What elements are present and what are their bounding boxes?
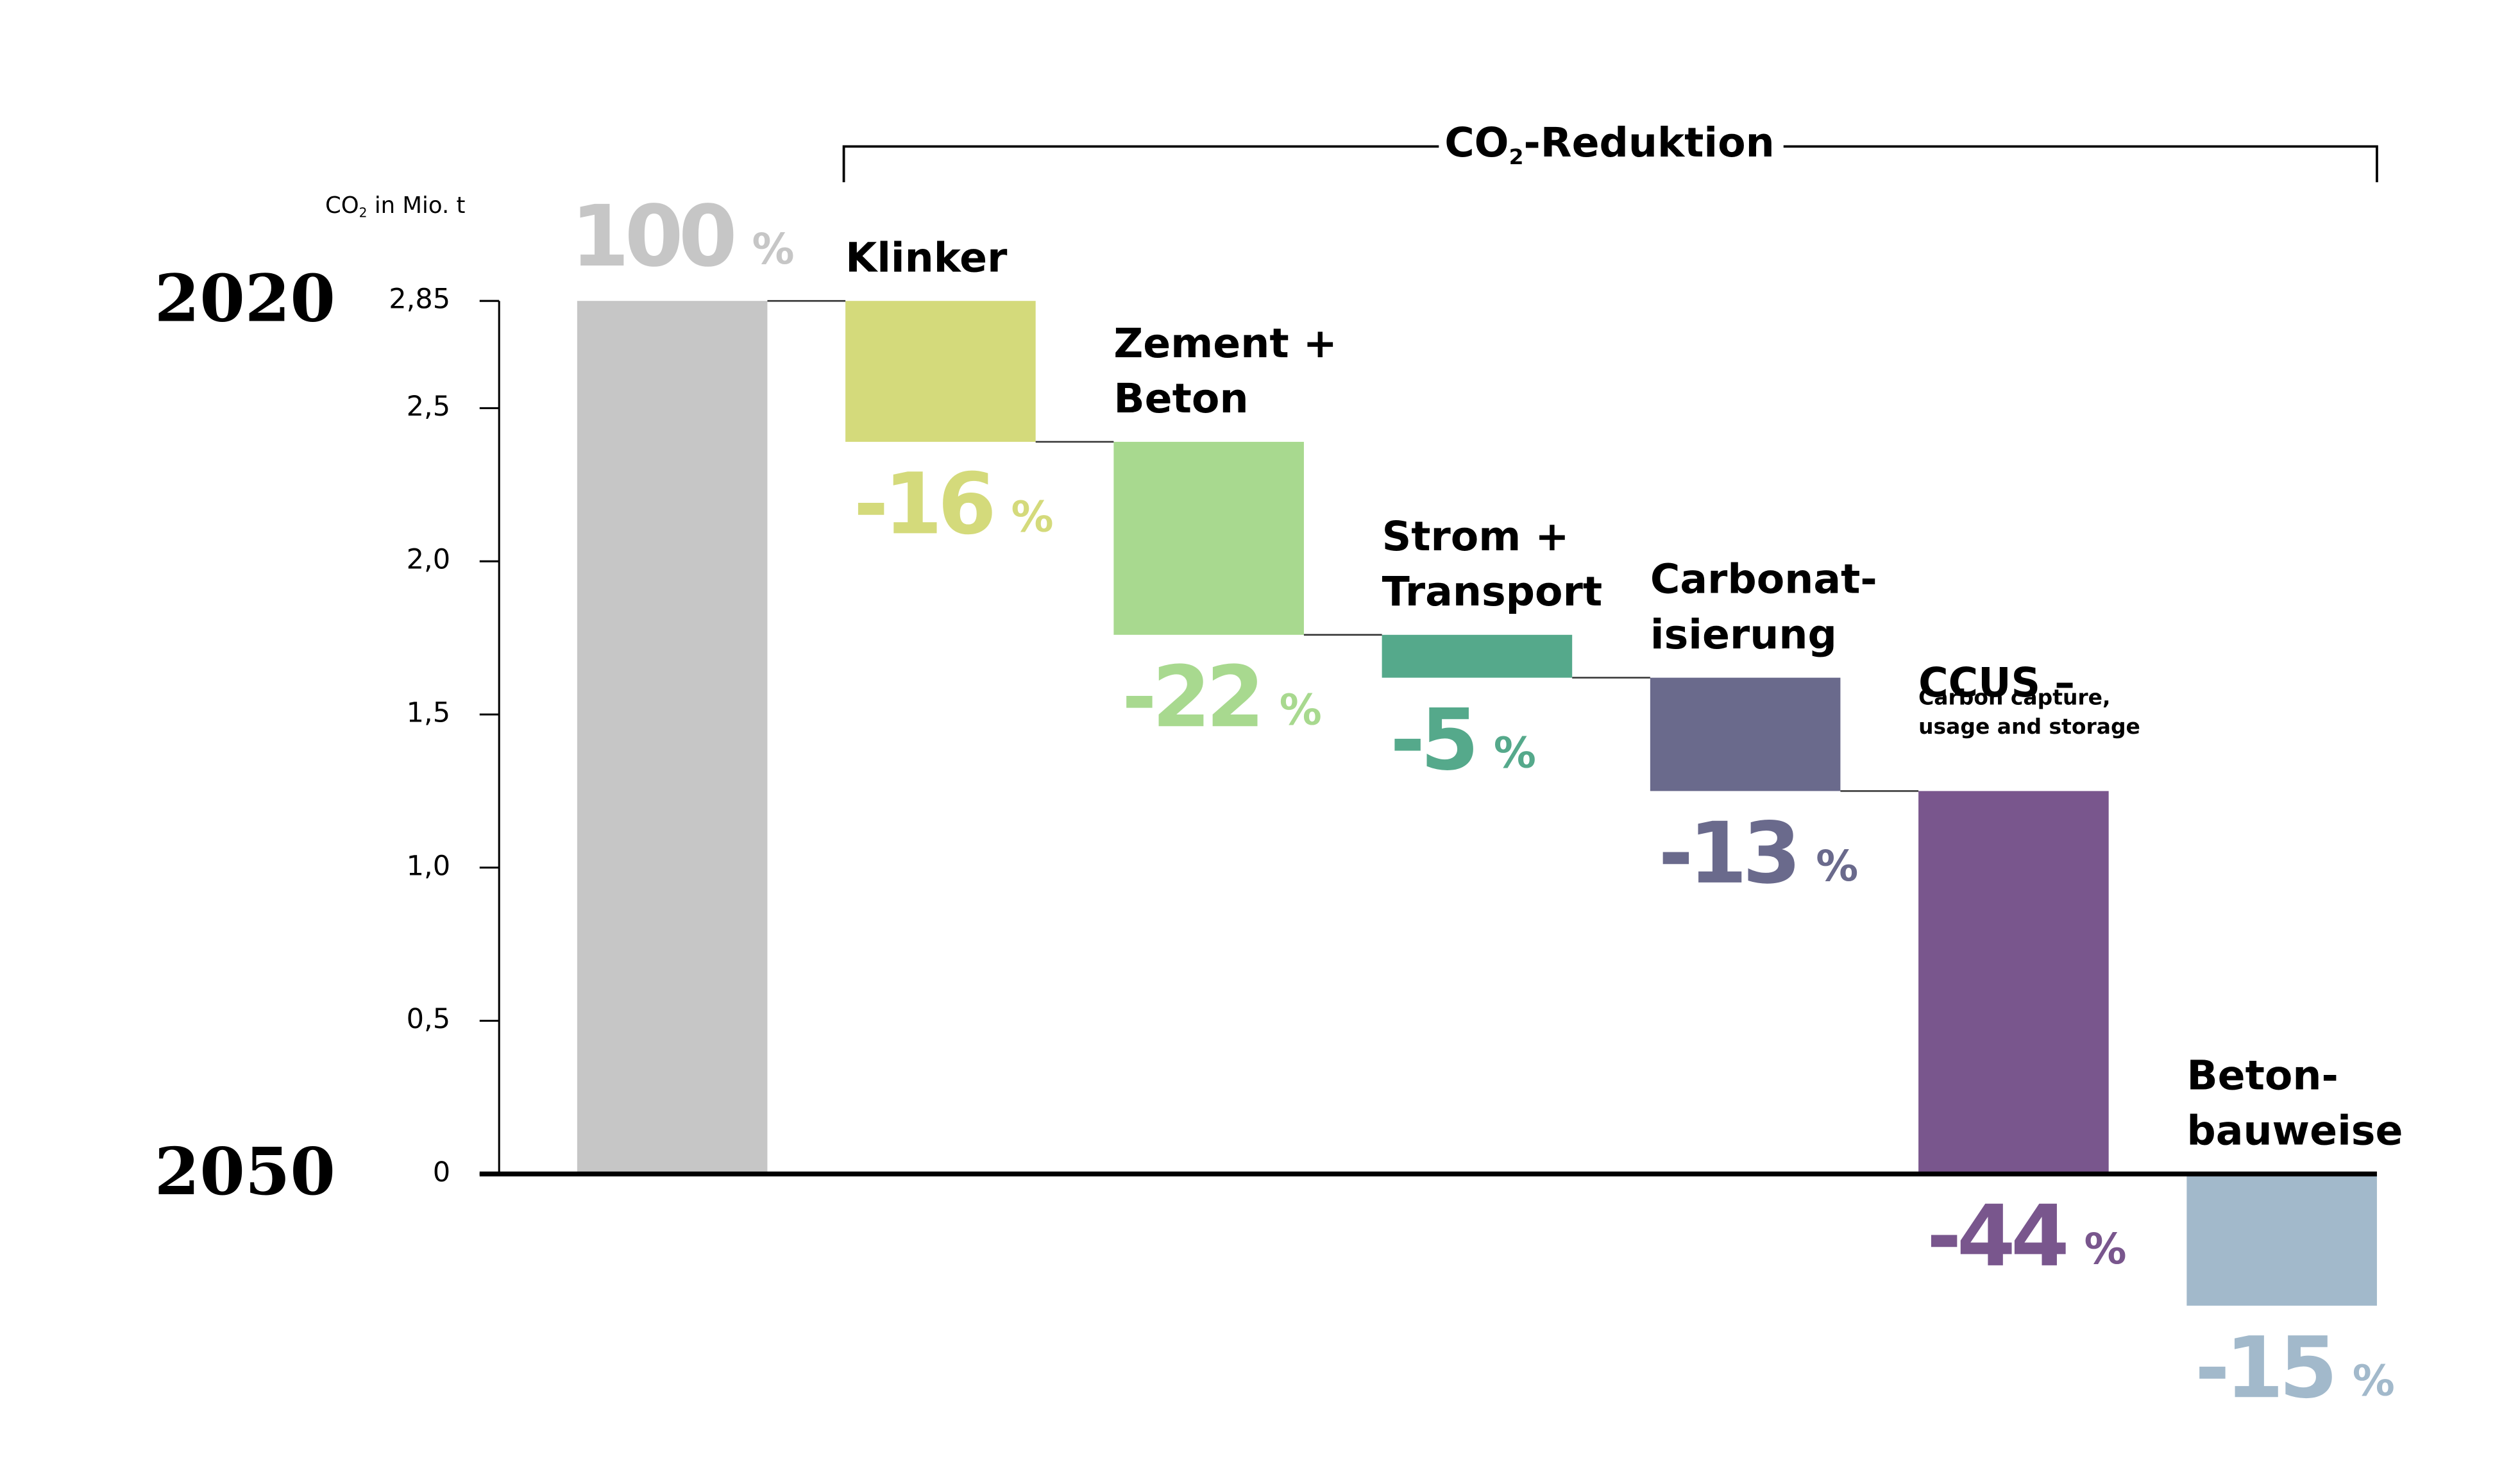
percent-label: -22%	[1122, 648, 1322, 747]
bar	[1382, 634, 1573, 678]
bar	[577, 301, 768, 1174]
percent-unit: %	[752, 224, 794, 274]
title-subscript: 2	[1509, 144, 1524, 169]
y-tick-label: 0	[433, 1156, 450, 1188]
category-label: Transport	[1382, 568, 1603, 615]
title-part: CO	[1444, 118, 1509, 165]
y-tick-label: 1,5	[407, 697, 451, 729]
percent-label: -44%	[1927, 1188, 2127, 1286]
percent-value: -44	[1927, 1188, 2066, 1286]
y-tick-label: 0,5	[407, 1003, 451, 1035]
category-label: Beton-	[2186, 1051, 2338, 1099]
percent-label: 100%	[571, 188, 795, 286]
percent-value: -5	[1390, 691, 1474, 790]
category-label: bauweise	[2186, 1107, 2403, 1154]
bar	[2186, 1174, 2377, 1306]
label-subscript: 2	[359, 205, 368, 220]
bar	[845, 301, 1036, 442]
percent-label: -13%	[1659, 805, 1859, 903]
percent-label: -15%	[2195, 1319, 2395, 1417]
percent-unit: %	[1011, 493, 1054, 542]
title-part: -Reduktion	[1523, 118, 1774, 165]
label-part: in Mio. t	[368, 192, 466, 219]
percent-value: -15	[2195, 1319, 2333, 1417]
percent-label: -16%	[854, 455, 1054, 553]
percent-value: -13	[1659, 805, 1797, 903]
category-label: Carbonat-	[1650, 555, 1877, 603]
category-label: CCUS –	[1918, 659, 2075, 706]
year-label: 2050	[155, 1133, 335, 1210]
chart-title: CO2-Reduktion	[1444, 118, 1775, 169]
category-note: Carbon capture,	[1918, 684, 2110, 709]
percent-value: -22	[1122, 648, 1260, 747]
bracket	[842, 145, 2378, 183]
bar	[1113, 441, 1304, 635]
category-label: Strom +	[1382, 512, 1569, 560]
percent-unit: %	[1816, 841, 1858, 891]
category-label: isierung	[1650, 611, 1837, 658]
category-label: Beton	[1113, 375, 1248, 422]
bar	[1918, 791, 2109, 1174]
y-axis-label: CO2 in Mio. t	[325, 192, 466, 220]
bar	[1650, 677, 1841, 791]
percent-unit: %	[1280, 686, 1322, 735]
year-label: 2020	[155, 260, 335, 337]
percent-label: -5%	[1390, 691, 1536, 790]
category-label: Klinker	[845, 233, 1008, 281]
y-tick-label: 2,0	[407, 544, 451, 576]
percent-unit: %	[1494, 728, 1536, 777]
percent-value: -16	[854, 455, 992, 553]
percent-unit: %	[2353, 1356, 2395, 1406]
y-tick-label: 2,85	[389, 283, 450, 316]
category-label: Zement +	[1113, 319, 1337, 367]
y-tick-label: 1,0	[407, 850, 451, 882]
label-part: CO	[325, 192, 359, 219]
category-note: usage and storage	[1918, 714, 2140, 739]
percent-unit: %	[2084, 1224, 2126, 1274]
y-tick-label: 2,5	[407, 391, 451, 423]
percent-value: 100	[571, 188, 734, 286]
